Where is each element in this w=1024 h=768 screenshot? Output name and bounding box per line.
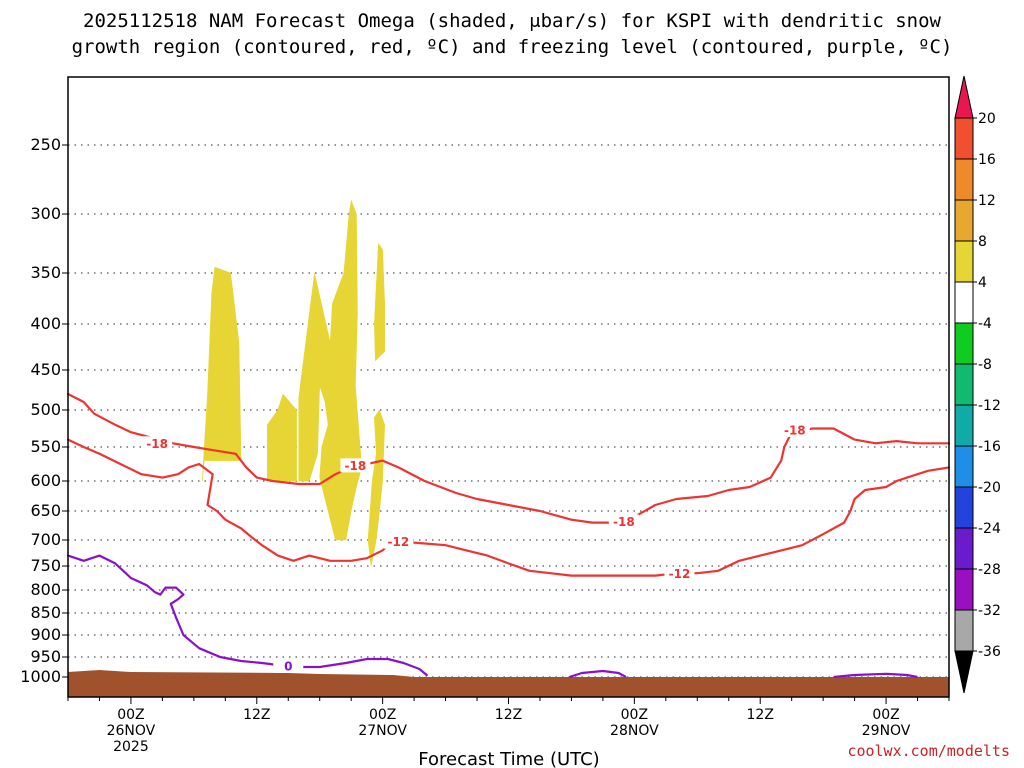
y-tick-label-250: 250 [30, 135, 61, 154]
plot-area [68, 77, 949, 697]
label-minus18-d-bg [779, 422, 810, 437]
chart-title-line1: 2025112518 NAM Forecast Omega (shaded, μ… [83, 10, 941, 32]
y-tick-label-950: 950 [30, 647, 61, 666]
x-axis-label: Forecast Time (UTC) [418, 749, 599, 768]
terrain-fill [68, 670, 949, 697]
colorbar-label-13: -36 [978, 644, 1001, 660]
y-tick-label-650: 650 [30, 501, 61, 520]
y-tick-label-900: 900 [30, 625, 61, 644]
y-tick-label-450: 450 [30, 360, 61, 379]
label-minus18-c-bg [608, 514, 639, 529]
colorbar-segment-11 [954, 527, 974, 570]
x-tick-label-54: 00Z [621, 707, 648, 723]
x-tick-date-6: 26NOV [107, 723, 156, 739]
omega_shaded_4to8-region-3 [367, 409, 385, 567]
label-minus12-a-bg [383, 534, 414, 549]
colorbar-label-6: -8 [978, 357, 992, 373]
omega_shaded_4to8-region-0 [201, 266, 242, 482]
x-tick-date-54: 28NOV [610, 723, 659, 739]
colorbar-label-4: 4 [978, 275, 987, 291]
x-tick-label-78: 00Z [872, 707, 899, 723]
label-minus18-a-bg [142, 436, 173, 451]
colorbar-segment-12 [954, 568, 974, 611]
colorbar-label-3: 8 [978, 234, 987, 250]
label-freezing: 0 [284, 659, 292, 673]
y-tick-label-350: 350 [30, 263, 61, 282]
y-axis: 250 300 350 400 450 500 550 600 650 700 750 800 850 9… [20, 135, 68, 686]
colorbar-segment-7 [954, 363, 974, 406]
freezing_level-bump-0 [568, 669, 627, 679]
label-minus18-b: -18 [345, 459, 367, 473]
credit-text: coolwx.com/modelts [847, 742, 1010, 760]
y-tick-label-800: 800 [30, 580, 61, 599]
freezing_level-bump-1 [833, 672, 918, 679]
colorbar-segment-3 [954, 199, 974, 242]
colorbar-label-2: 12 [978, 193, 996, 209]
colorbar-label-0: 20 [978, 111, 996, 127]
omega_shaded_4to8-region-2 [298, 199, 362, 541]
colorbar-segment-13 [954, 609, 974, 652]
x-tick-year-6: 2025 [113, 739, 149, 755]
y-tick-label-550: 550 [30, 437, 61, 456]
omega_shaded_4to8-region-1 [267, 393, 297, 482]
x-tick-label-42: 12Z [495, 707, 522, 723]
colorbar-segment-2 [954, 158, 974, 201]
label-minus18-b-bg [340, 458, 371, 473]
y-tick-label-300: 300 [30, 204, 61, 223]
label-minus18-a: -18 [146, 437, 168, 451]
chart-title-line2: growth region (contoured, red, ºC) and f… [72, 36, 953, 58]
omega_shaded_4to8-region-4 [374, 242, 385, 362]
x-tick-label-18: 12Z [243, 707, 270, 723]
x-tick-date-30: 27NOV [358, 723, 407, 739]
colorbar-label-7: -12 [978, 398, 1001, 414]
y-tick-label-600: 600 [30, 471, 61, 490]
colorbar-label-12: -32 [978, 603, 1001, 619]
colorbar-segment-6 [954, 322, 974, 365]
dgz_minus12_lower-line [66, 438, 951, 577]
colorbar-bottom-triangle [954, 650, 974, 694]
label-minus12-b-bg [664, 566, 695, 581]
colorbar-segment-9 [954, 445, 974, 488]
label-minus12-a: -12 [388, 535, 410, 549]
colorbar-label-8: -16 [978, 439, 1001, 455]
colorbar-segment-1 [954, 117, 974, 160]
y-tick-label-500: 500 [30, 400, 61, 419]
y-tick-label-850: 850 [30, 603, 61, 622]
x-tick-label-66: 12Z [747, 707, 774, 723]
colorbar-label-5: -4 [978, 316, 992, 332]
colorbar-label-11: -28 [978, 562, 1001, 578]
colorbar-label-10: -24 [978, 521, 1001, 537]
colorbar-segment-10 [954, 486, 974, 529]
label-minus18-c: -18 [613, 515, 635, 529]
colorbar: 20 16 12 8 4 -4 -8 -12 -16 -20 -24 -28 -32 -36 [954, 75, 1001, 694]
colorbar-top-triangle [954, 75, 974, 119]
omega-shading [201, 199, 385, 567]
label-minus18-d: -18 [784, 423, 806, 437]
contour-labels: -18 -18 -18 -18 -12 -12 0 [142, 422, 810, 673]
label-freezing-bg [273, 658, 304, 673]
y-tick-label-750: 750 [30, 556, 61, 575]
colorbar-segment-8 [954, 404, 974, 447]
y-tick-label-700: 700 [30, 530, 61, 549]
terrain-layer [68, 670, 949, 697]
freezing_level-line [66, 554, 428, 677]
colorbar-segment-5 [954, 281, 974, 324]
x-tick-label-6: 00Z [117, 707, 144, 723]
x-tick-date-78: 29NOV [862, 723, 911, 739]
label-minus12-b: -12 [669, 567, 691, 581]
colorbar-label-1: 16 [978, 152, 996, 168]
colorbar-label-9: -20 [978, 480, 1001, 496]
y-tick-label-1000: 1000 [20, 667, 61, 686]
y-tick-label-400: 400 [30, 314, 61, 333]
x-tick-label-30: 00Z [369, 707, 396, 723]
colorbar-segment-4 [954, 240, 974, 283]
